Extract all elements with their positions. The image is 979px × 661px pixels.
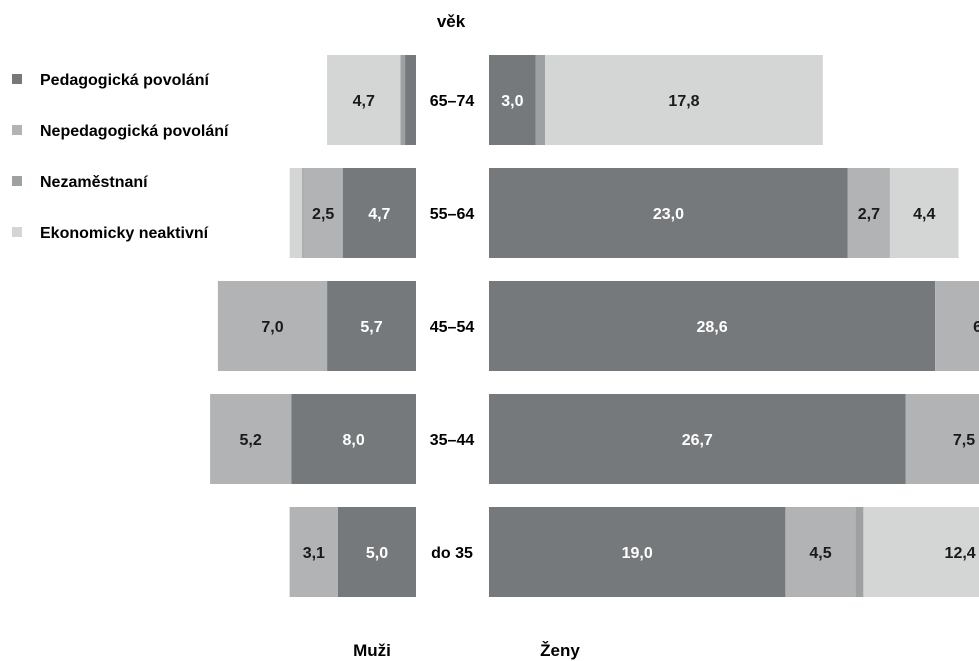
bar-muzi-value-label: 2,5 (312, 206, 334, 223)
bar-muzi-segment (217, 281, 328, 371)
bar-zeny-segment (489, 55, 536, 145)
bar-zeny-value-label: 19,0 (622, 545, 653, 562)
bar-zeny-segment (535, 55, 546, 145)
bar-zeny-value-label: 3,0 (501, 93, 523, 110)
bar-muzi-segment (303, 168, 343, 258)
bar-muzi-value-label: 5,2 (240, 432, 262, 449)
bar-zeny-segment (489, 281, 936, 371)
bar-zeny-value-label: 17,8 (668, 93, 699, 110)
bar-zeny-segment (847, 168, 890, 258)
bar-zeny-segment (889, 168, 959, 258)
bar-zeny-value-label: 2,7 (858, 206, 880, 223)
legend-label-4: Ekonomicky neaktivní (40, 225, 209, 242)
bar-zeny-value-label: 4,4 (913, 206, 935, 223)
bar-muzi-value-label: 5,7 (360, 319, 382, 336)
bar-zeny-segment (489, 394, 906, 484)
bar-zeny-value-label: 26,7 (682, 432, 713, 449)
legend-swatch-4 (12, 227, 22, 237)
bar-zeny-segment (863, 507, 979, 597)
legend-label-2: Nepedagogická povolání (40, 123, 229, 140)
bars: 4,7 3,0 17,8 4,7 2,5 23,0 2,7 4,4 5,7 7,0 28,6 6,3 8… (210, 55, 979, 597)
bar-muzi-segment (338, 507, 416, 597)
age-category-label: 35–44 (430, 432, 475, 449)
age-category-label: 55–64 (430, 206, 475, 223)
bar-muzi-value-label: 7,0 (261, 319, 283, 336)
legend-label-1: Pedagogická povolání (40, 72, 209, 89)
bar-muzi-value-label: 8,0 (342, 432, 364, 449)
bar-muzi-segment (342, 168, 416, 258)
right-panel-title: Ženy (540, 641, 580, 660)
bar-zeny-segment (905, 394, 979, 484)
legend-swatch-2 (12, 125, 22, 135)
age-category-label: 65–74 (430, 93, 475, 110)
bar-muzi-segment (302, 168, 304, 258)
legend-swatch-1 (12, 74, 22, 84)
bar-zeny-value-label: 4,5 (809, 545, 831, 562)
bar-muzi-segment (291, 394, 416, 484)
bar-zeny-value-label: 7,5 (953, 432, 975, 449)
bar-muzi-segment (289, 168, 303, 258)
bar-zeny-segment (785, 507, 856, 597)
age-category-label: do 35 (431, 545, 473, 562)
bar-muzi-value-label: 4,7 (353, 93, 375, 110)
age-category-labels: 65–74 55–64 45–54 35–44 do 35 (430, 93, 475, 562)
bar-zeny-segment (489, 507, 786, 597)
bar-muzi-value-label: 5,0 (366, 545, 388, 562)
center-axis-title: věk (437, 12, 466, 31)
bar-muzi-segment (289, 507, 338, 597)
bar-muzi-segment (400, 55, 406, 145)
bar-zeny-value-label: 12,4 (945, 545, 976, 562)
bar-muzi-segment (327, 55, 401, 145)
bar-muzi-segment (405, 55, 416, 145)
bar-zeny-segment (855, 507, 864, 597)
bar-zeny-segment (935, 281, 979, 371)
bar-zeny-segment (545, 55, 823, 145)
bar-zeny-segment (489, 168, 848, 258)
legend-swatch-3 (12, 176, 22, 186)
left-panel-title: Muži (353, 641, 391, 660)
bar-zeny-value-label: 23,0 (653, 206, 684, 223)
bar-muzi-value-label: 4,7 (368, 206, 390, 223)
legend: Pedagogická povolání Nepedagogická povolá… (12, 72, 229, 242)
bar-muzi-value-label: 3,1 (303, 545, 325, 562)
bar-muzi-segment (327, 281, 416, 371)
bar-zeny-value-label: 6,3 (973, 319, 979, 336)
age-category-label: 45–54 (430, 319, 475, 336)
bar-muzi-segment (210, 394, 292, 484)
legend-label-3: Nezaměstnaní (40, 174, 148, 191)
bar-zeny-value-label: 28,6 (697, 319, 728, 336)
